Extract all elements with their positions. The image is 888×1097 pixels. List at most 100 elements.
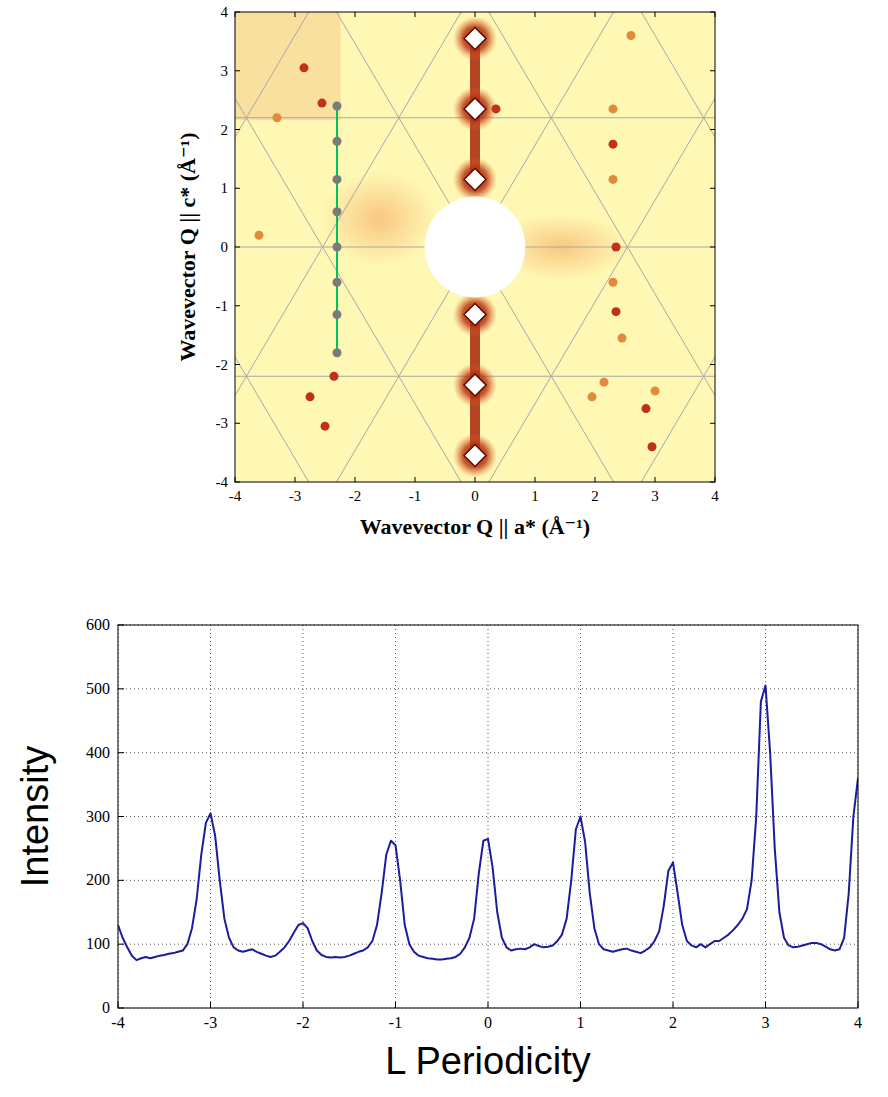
x-tick bbox=[210, 1002, 211, 1008]
bragg-peak bbox=[464, 304, 486, 326]
lattice-line bbox=[235, 98, 715, 482]
x-tick bbox=[475, 477, 476, 482]
y-tick bbox=[235, 482, 240, 483]
spot bbox=[651, 386, 660, 395]
x-tick bbox=[415, 12, 416, 17]
x-tick-label: 3 bbox=[762, 1014, 770, 1031]
y-tick bbox=[235, 12, 240, 13]
y-tick bbox=[710, 364, 715, 365]
bragg-peak bbox=[464, 374, 486, 396]
y-tick bbox=[235, 188, 240, 189]
x-tick-label: -4 bbox=[229, 488, 242, 504]
spot bbox=[609, 140, 618, 149]
spot bbox=[609, 278, 618, 287]
y-tick-label: 1 bbox=[221, 180, 229, 196]
lattice-line bbox=[235, 357, 715, 482]
spot bbox=[273, 113, 282, 122]
spot bbox=[333, 102, 342, 111]
lattice-line bbox=[235, 12, 715, 482]
x-tick-label: -2 bbox=[349, 488, 362, 504]
y-tick bbox=[118, 816, 124, 817]
y-tick bbox=[235, 129, 240, 130]
lattice-line bbox=[235, 12, 715, 396]
y-tick bbox=[710, 482, 715, 483]
plot-area bbox=[118, 686, 858, 960]
x-tick bbox=[235, 12, 236, 17]
spot bbox=[609, 175, 618, 184]
x-tick bbox=[355, 12, 356, 17]
x-tick-label: -1 bbox=[389, 1014, 402, 1031]
spot bbox=[612, 243, 621, 252]
x-tick bbox=[488, 1002, 489, 1008]
y-tick-label: 400 bbox=[86, 744, 110, 761]
x-tick-label: -3 bbox=[289, 488, 302, 504]
y-grid-line bbox=[118, 816, 858, 817]
plot-area bbox=[235, 12, 715, 482]
x-tick bbox=[295, 477, 296, 482]
bragg-peak bbox=[464, 445, 486, 467]
y-tick bbox=[118, 625, 124, 626]
lattice-line bbox=[235, 12, 715, 482]
x-tick bbox=[595, 12, 596, 17]
spot bbox=[612, 307, 621, 316]
y-grid-line bbox=[118, 688, 858, 689]
y-tick-label: 0 bbox=[102, 999, 110, 1016]
y-tick bbox=[710, 247, 715, 248]
y-tick-label: 2 bbox=[221, 122, 229, 138]
spot bbox=[642, 404, 651, 413]
y-tick bbox=[710, 129, 715, 130]
x-tick-label: 3 bbox=[651, 488, 659, 504]
x-tick-label: 2 bbox=[669, 1014, 677, 1031]
y-axis-title: Intensity bbox=[14, 746, 56, 888]
x-tick-label: 0 bbox=[484, 1014, 492, 1031]
spot bbox=[333, 207, 342, 216]
y-tick-label: 3 bbox=[221, 63, 229, 79]
y-tick bbox=[710, 188, 715, 189]
y-tick bbox=[710, 305, 715, 306]
bragg-peak bbox=[464, 168, 486, 190]
spot bbox=[333, 243, 342, 252]
y-tick bbox=[710, 12, 715, 13]
y-tick-label: 500 bbox=[86, 680, 110, 697]
spot bbox=[588, 392, 597, 401]
x-tick bbox=[535, 12, 536, 17]
x-tick-label: 0 bbox=[471, 488, 479, 504]
y-tick bbox=[118, 880, 124, 881]
bragg-peak bbox=[464, 27, 486, 49]
x-tick bbox=[595, 477, 596, 482]
x-tick bbox=[303, 1002, 304, 1008]
spot bbox=[618, 334, 627, 343]
beam-stop bbox=[425, 197, 526, 298]
spot bbox=[333, 175, 342, 184]
spot bbox=[333, 278, 342, 287]
lattice-line bbox=[235, 357, 715, 482]
spot bbox=[627, 31, 636, 40]
glow bbox=[453, 87, 497, 131]
y-tick bbox=[710, 70, 715, 71]
x-tick-label: 4 bbox=[711, 488, 719, 504]
x-tick bbox=[673, 1002, 674, 1008]
glow bbox=[453, 157, 497, 201]
plot-frame bbox=[235, 12, 715, 482]
x-tick bbox=[715, 477, 716, 482]
y-tick bbox=[118, 944, 124, 945]
spot bbox=[333, 137, 342, 146]
bragg-peak bbox=[464, 98, 486, 120]
glow bbox=[453, 293, 497, 337]
spot bbox=[306, 392, 315, 401]
y-grid-line bbox=[118, 880, 858, 881]
lattice-line bbox=[235, 98, 715, 482]
plot-background bbox=[235, 12, 715, 482]
x-tick bbox=[118, 1002, 119, 1008]
y-tick-label: 600 bbox=[86, 616, 110, 633]
y-tick-label: -3 bbox=[216, 415, 229, 431]
spot bbox=[333, 310, 342, 319]
haze bbox=[235, 12, 341, 120]
y-tick-label: 100 bbox=[86, 935, 110, 952]
figure: -4-3-2-101234-4-3-2-101234Wavevector Q |… bbox=[0, 0, 888, 1097]
y-tick bbox=[118, 1008, 124, 1009]
x-tick bbox=[535, 477, 536, 482]
x-tick-label: 4 bbox=[854, 1014, 862, 1031]
y-tick-label: -2 bbox=[216, 357, 229, 373]
spot bbox=[600, 378, 609, 387]
